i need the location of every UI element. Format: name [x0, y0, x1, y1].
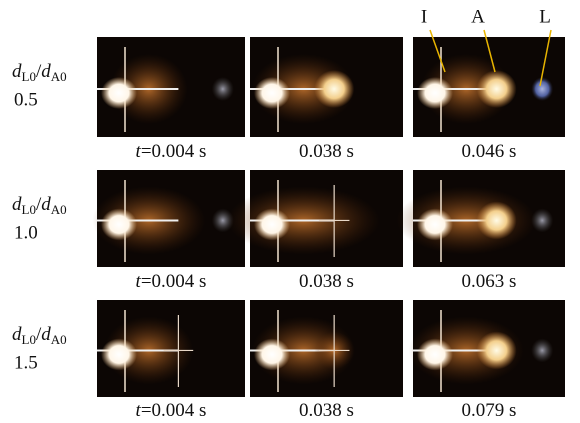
photo: [227, 170, 403, 267]
var: d: [41, 61, 51, 82]
ratio-label: dL0/dA0: [12, 194, 67, 217]
ball: [531, 338, 553, 362]
caption-text: =0.004 s: [141, 141, 207, 162]
ratio-value: 1.0: [14, 222, 38, 243]
var: d: [41, 324, 51, 345]
caption-text: 0.046 s: [462, 141, 517, 162]
photo: [396, 170, 565, 267]
ball: [477, 331, 517, 369]
ratio-label: dL0/dA0: [12, 61, 67, 84]
annotation-label: L: [539, 6, 551, 27]
photo: [97, 37, 245, 137]
subscript: L0: [22, 202, 36, 217]
subscript: A0: [51, 332, 67, 347]
caption-text: =0.004 s: [141, 400, 207, 421]
photo: [250, 300, 403, 397]
ball: [212, 77, 234, 101]
bright-spot: [101, 338, 137, 370]
subscript: A0: [51, 202, 67, 217]
row: dL0/dA0 1.0 t=0.004 s 0.038 s 0.063 s: [12, 170, 565, 292]
bright-spot: [417, 338, 453, 370]
bright-spot: [254, 77, 290, 109]
ball: [531, 77, 553, 101]
caption: t=0.004 s: [136, 271, 207, 292]
subscript: L0: [22, 69, 36, 84]
caption: 0.038 s: [299, 141, 354, 162]
ratio-value: 1.5: [14, 352, 38, 373]
bright-spot: [101, 77, 137, 109]
bright-spot: [254, 338, 290, 370]
photo: [97, 300, 245, 397]
var: d: [12, 194, 22, 215]
subscript: A0: [51, 69, 67, 84]
page: {"ratio_label": {"d1": "d", "s1": "L0", …: [0, 0, 580, 423]
var: d: [12, 61, 22, 82]
photo: [92, 170, 245, 267]
caption-text: 0.063 s: [462, 271, 517, 292]
row: dL0/dA0 1.5 t=0.004 s 0.038 s 0.079 s: [12, 300, 565, 421]
ratio-label: dL0/dA0: [12, 324, 67, 347]
bright-spot: [417, 77, 453, 109]
ball: [477, 201, 517, 239]
caption: t=0.004 s: [136, 141, 207, 162]
ball: [314, 70, 354, 108]
ratio-value: 0.5: [14, 89, 38, 110]
subscript: L0: [22, 332, 36, 347]
caption-text: =0.004 s: [141, 271, 207, 292]
caption: t=0.004 s: [136, 400, 207, 421]
photo: [409, 300, 565, 397]
bright-spot: [254, 208, 290, 240]
ball: [531, 208, 553, 232]
row: dL0/dA0 0.5 t=0.004 s 0.038 s 0.046 s: [12, 37, 565, 162]
caption-text: 0.038 s: [299, 400, 354, 421]
caption-text: 0.038 s: [299, 141, 354, 162]
caption: 0.079 s: [462, 400, 517, 421]
caption: 0.063 s: [462, 271, 517, 292]
annotation-label: A: [471, 6, 485, 27]
caption: 0.046 s: [462, 141, 517, 162]
figure: dL0/dA00.5t=0.004 s0.038 s0.046 sdL0/dA0…: [0, 0, 580, 423]
caption: 0.038 s: [299, 271, 354, 292]
caption-text: 0.038 s: [299, 271, 354, 292]
var: d: [41, 194, 51, 215]
var: d: [12, 324, 22, 345]
bright-spot: [417, 208, 453, 240]
caption-text: 0.079 s: [462, 400, 517, 421]
caption: 0.038 s: [299, 400, 354, 421]
bright-spot: [101, 208, 137, 240]
ball: [477, 70, 517, 108]
annotation-label: I: [421, 6, 427, 27]
photo: [250, 37, 403, 137]
